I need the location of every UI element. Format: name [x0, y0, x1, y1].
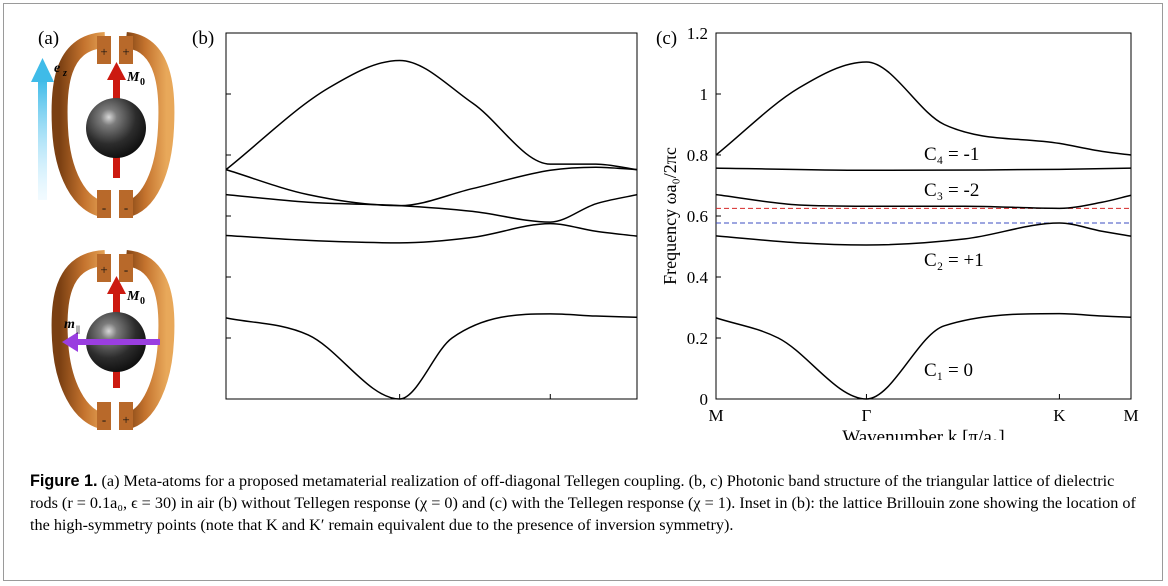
ez-arrow-head: [31, 58, 54, 82]
band-structure-chart-b: [225, 32, 638, 400]
band-3: [225, 193, 638, 223]
dielectric-sphere-top: [86, 98, 146, 158]
band-4: [715, 167, 1132, 172]
caption-text: (a) Meta-atoms for a proposed metamateri…: [30, 472, 1136, 534]
split-ring-right-top: [121, 32, 175, 218]
band-4: [225, 166, 638, 207]
y-tick-label: 0.8: [687, 146, 708, 165]
panel-label-c: (c): [656, 28, 678, 49]
chern-number-label: C₄ = -1: [924, 144, 979, 165]
x-tick-label: M: [708, 406, 723, 425]
plot-frame: [715, 32, 1132, 400]
charge-bottom-1: +: [100, 262, 107, 277]
y-tick-label: 0.2: [687, 329, 708, 348]
meta-atom-illustrations: + + - - e z M 0 + - - + M 0 m ||: [31, 32, 175, 430]
x-tick-label: K: [1053, 406, 1066, 425]
ez-sub: z: [62, 68, 67, 79]
charge-bottom-2: -: [124, 262, 128, 277]
m-parallel-label: m: [64, 317, 75, 332]
y-tick-label: 1: [700, 85, 709, 104]
m-parallel-arrow-head: [62, 332, 78, 352]
m-parallel-sub: ||: [76, 324, 80, 334]
band-structure-chart-c: 0 0.2 0.4 0.6 0.8 1 1.2 M Γ K M Frequency ωa₀/2πc Wa…: [660, 24, 1139, 440]
charge-bottom-4: +: [122, 412, 129, 427]
x-tick-label: Γ: [862, 406, 872, 425]
caption-title: Figure 1.: [30, 472, 98, 490]
y-axis-label: Frequency ωa₀/2πc: [660, 147, 680, 285]
split-ring-left-bottom: [51, 250, 110, 430]
y-tick-label: 1.2: [687, 24, 708, 43]
panel-label-a: (a): [38, 28, 60, 49]
meta-atom-top: + + - - e z M 0: [31, 32, 175, 218]
y-tick-label: 0: [700, 390, 709, 409]
chern-number-label: C₂ = +1: [924, 250, 984, 271]
charge-top-3: -: [102, 200, 106, 215]
figure-caption: Figure 1. (a) Meta-atoms for a proposed …: [30, 470, 1142, 536]
split-ring-left-top: [51, 32, 110, 218]
m0-sub-bottom: 0: [140, 296, 145, 307]
m0-label-bottom: M: [126, 289, 140, 304]
charge-top-2: +: [122, 44, 129, 59]
x-tick-label: M: [1123, 406, 1138, 425]
chern-number-label: C₃ = -2: [924, 180, 979, 201]
figure-frame: [3, 3, 1163, 581]
m0-arrow-head-bottom: [107, 276, 126, 294]
ez-arrow-shaft: [38, 80, 47, 200]
band-3: [715, 193, 1132, 210]
band-1: [715, 312, 1132, 400]
chern-number-label: C₁ = 0: [924, 360, 973, 381]
m0-label-top: M: [126, 70, 140, 85]
charge-top-1: +: [100, 44, 107, 59]
panel-label-b: (b): [192, 28, 215, 49]
y-tick-label: 0.4: [687, 268, 709, 287]
band-2: [225, 222, 638, 244]
charge-bottom-3: -: [102, 412, 106, 427]
split-ring-right-bottom: [121, 250, 175, 430]
charge-top-4: -: [124, 200, 128, 215]
y-tick-label: 0.6: [687, 207, 708, 226]
band-5: [225, 59, 638, 171]
x-axis-label: Wavenumber k [π/a₀]: [842, 427, 1004, 440]
band-1: [225, 313, 638, 400]
band-5: [715, 61, 1132, 156]
band-2: [715, 222, 1132, 246]
m0-sub-top: 0: [140, 77, 145, 88]
meta-atom-bottom: + - - + M 0 m ||: [51, 250, 175, 430]
m0-arrow-head-top: [107, 62, 126, 80]
ez-label: e: [54, 61, 60, 76]
